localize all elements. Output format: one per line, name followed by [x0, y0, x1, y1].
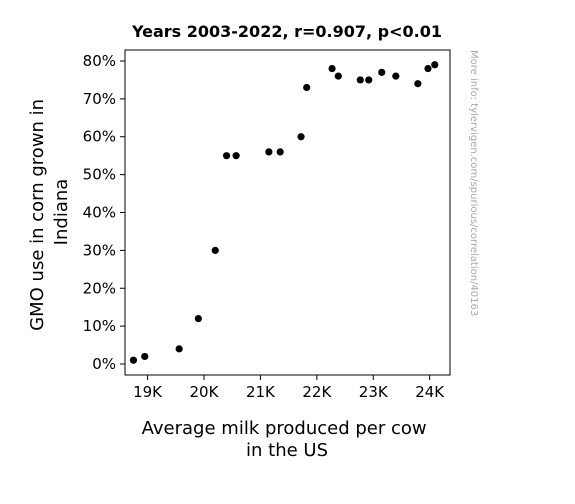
y-axis-label-line-2: Indiana	[51, 179, 72, 246]
data-point	[303, 83, 311, 92]
y-tick-label: 70%	[83, 90, 116, 108]
data-point	[194, 314, 202, 323]
x-tick-label: 19K	[133, 383, 163, 401]
data-point	[211, 246, 219, 254]
y-axis-label-line-1: GMO use in corn grown in	[27, 99, 48, 331]
data-point	[175, 345, 183, 353]
y-tick-label: 50%	[83, 166, 116, 184]
y-tick-label: 20%	[83, 279, 116, 297]
data-point	[232, 152, 240, 160]
chart-title: Years 2003-2022, r=0.907, p<0.01	[131, 22, 442, 41]
data-point	[141, 352, 149, 361]
x-axis-label: Average milk produced per cow in the US	[142, 418, 433, 461]
data-point	[334, 72, 342, 80]
x-tick-label: 20K	[190, 383, 220, 401]
x-axis: 19K 20K 21K 22K 23K 24K	[133, 375, 445, 401]
data-point	[297, 133, 305, 141]
data-point	[365, 76, 373, 84]
data-point	[424, 64, 432, 73]
data-point	[392, 72, 400, 80]
data-points	[129, 61, 439, 364]
data-point	[431, 61, 439, 69]
data-point	[265, 148, 273, 156]
data-point	[328, 64, 336, 73]
data-point	[276, 148, 284, 156]
y-axis: 0% 10% 20% 30% 40% 50% 60% 70% 80%	[83, 52, 125, 373]
data-point	[414, 80, 422, 88]
y-tick-label: 60%	[83, 128, 116, 146]
y-axis-label: GMO use in corn grown in Indiana	[27, 93, 72, 331]
x-axis-label-line-2: in the US	[246, 440, 328, 461]
y-tick-label: 40%	[83, 204, 116, 222]
y-tick-label: 30%	[83, 241, 116, 259]
data-point	[222, 152, 231, 160]
source-watermark: More info: tylervigen.com/spurious/corre…	[468, 50, 479, 316]
plot-area: 19K 20K 21K 22K 23K 24K 0% 10% 20% 30% 40% 50% 60% 7…	[83, 49, 451, 401]
y-tick-label: 80%	[83, 52, 116, 70]
x-tick-label: 23K	[359, 383, 389, 401]
y-tick-label: 0%	[92, 355, 116, 373]
data-point	[356, 76, 364, 84]
x-tick-label: 22K	[302, 383, 332, 401]
y-tick-label: 10%	[83, 317, 116, 335]
x-tick-label: 21K	[246, 383, 276, 401]
data-point	[129, 356, 138, 364]
data-point	[378, 68, 386, 76]
x-axis-label-line-1: Average milk produced per cow	[142, 418, 427, 439]
x-tick-label: 24K	[415, 383, 445, 401]
